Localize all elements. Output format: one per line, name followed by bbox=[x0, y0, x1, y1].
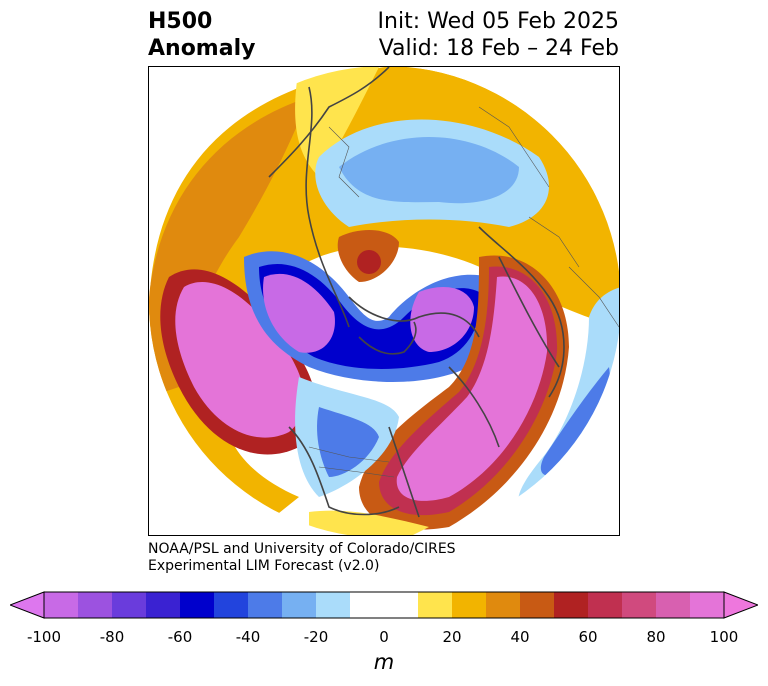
right-negative-core bbox=[540, 367, 610, 476]
colorbar-bin bbox=[112, 592, 147, 618]
bottom-positive bbox=[309, 510, 429, 535]
colorbar-tick-label: -60 bbox=[167, 628, 193, 646]
colorbar-bin bbox=[282, 592, 317, 618]
colorbar-bin bbox=[146, 592, 181, 618]
colorbar-bin bbox=[486, 592, 521, 618]
colorbar-bin bbox=[418, 592, 453, 618]
arctic-negative-mid bbox=[339, 137, 519, 204]
colorbar-bin bbox=[180, 592, 215, 618]
colorbar-min-extension bbox=[10, 591, 45, 619]
colorbar-tick-label: 40 bbox=[510, 628, 530, 646]
title-variable: H500 bbox=[148, 9, 213, 34]
colorbar-tick-label: -100 bbox=[26, 628, 62, 646]
central-negative-core-left bbox=[263, 273, 335, 353]
colorbar-bin bbox=[452, 592, 487, 618]
anomaly-map-svg bbox=[149, 67, 619, 535]
colorbar-tick-label: -20 bbox=[303, 628, 329, 646]
arctic-positive-patch-core bbox=[357, 250, 381, 274]
colorbar-bin bbox=[44, 592, 79, 618]
colorbar-bins bbox=[44, 592, 725, 618]
title-field: Anomaly bbox=[148, 36, 256, 61]
credit-block: NOAA/PSL and University of Colorado/CIRE… bbox=[148, 541, 456, 575]
title-block-left: H500 Anomaly bbox=[148, 8, 255, 62]
central-negative-core-right bbox=[410, 287, 474, 352]
credit-institution: NOAA/PSL and University of Colorado/CIRE… bbox=[148, 541, 456, 557]
title-block-right: Init: Wed 05 Feb 2025 Valid: 18 Feb – 24… bbox=[378, 8, 619, 62]
colorbar-unit: m bbox=[373, 650, 395, 674]
right-positive-core bbox=[396, 276, 548, 501]
colorbar-bin bbox=[656, 592, 691, 618]
colorbar-bin bbox=[690, 592, 725, 618]
left-positive-core bbox=[175, 282, 305, 438]
colorbar bbox=[10, 591, 758, 619]
colorbar-tick-label: 100 bbox=[709, 628, 739, 646]
colorbar-bin bbox=[214, 592, 249, 618]
colorbar-max-extension bbox=[723, 591, 758, 619]
colorbar-bin bbox=[316, 592, 351, 618]
colorbar-tick-label: 80 bbox=[646, 628, 666, 646]
colorbar-tick-label: -40 bbox=[235, 628, 261, 646]
init-date: Init: Wed 05 Feb 2025 bbox=[377, 9, 619, 34]
colorbar-bin bbox=[520, 592, 555, 618]
valid-range: Valid: 18 Feb – 24 Feb bbox=[378, 36, 619, 61]
colorbar-tick-label: 20 bbox=[442, 628, 462, 646]
colorbar-bin bbox=[622, 592, 657, 618]
colorbar-bin bbox=[588, 592, 623, 618]
positive-top-yellow bbox=[295, 67, 379, 177]
credit-product: Experimental LIM Forecast (v2.0) bbox=[148, 558, 380, 574]
colorbar-bin bbox=[248, 592, 283, 618]
colorbar-ticks: -100 -80 -60 -40 -20 0 20 40 60 80 100 bbox=[0, 628, 768, 648]
colorbar-frame bbox=[43, 591, 725, 619]
colorbar-bin bbox=[78, 592, 113, 618]
colorbar-tick-label: -80 bbox=[99, 628, 125, 646]
polar-map bbox=[148, 66, 620, 536]
political-borders bbox=[308, 106, 619, 478]
colorbar-bin bbox=[350, 592, 419, 618]
coastlines bbox=[268, 67, 565, 518]
colorbar-bin bbox=[554, 592, 589, 618]
colorbar-tick-label: 60 bbox=[578, 628, 598, 646]
colorbar-tick-label: 0 bbox=[379, 628, 389, 646]
north-america-negative-core bbox=[317, 407, 379, 477]
